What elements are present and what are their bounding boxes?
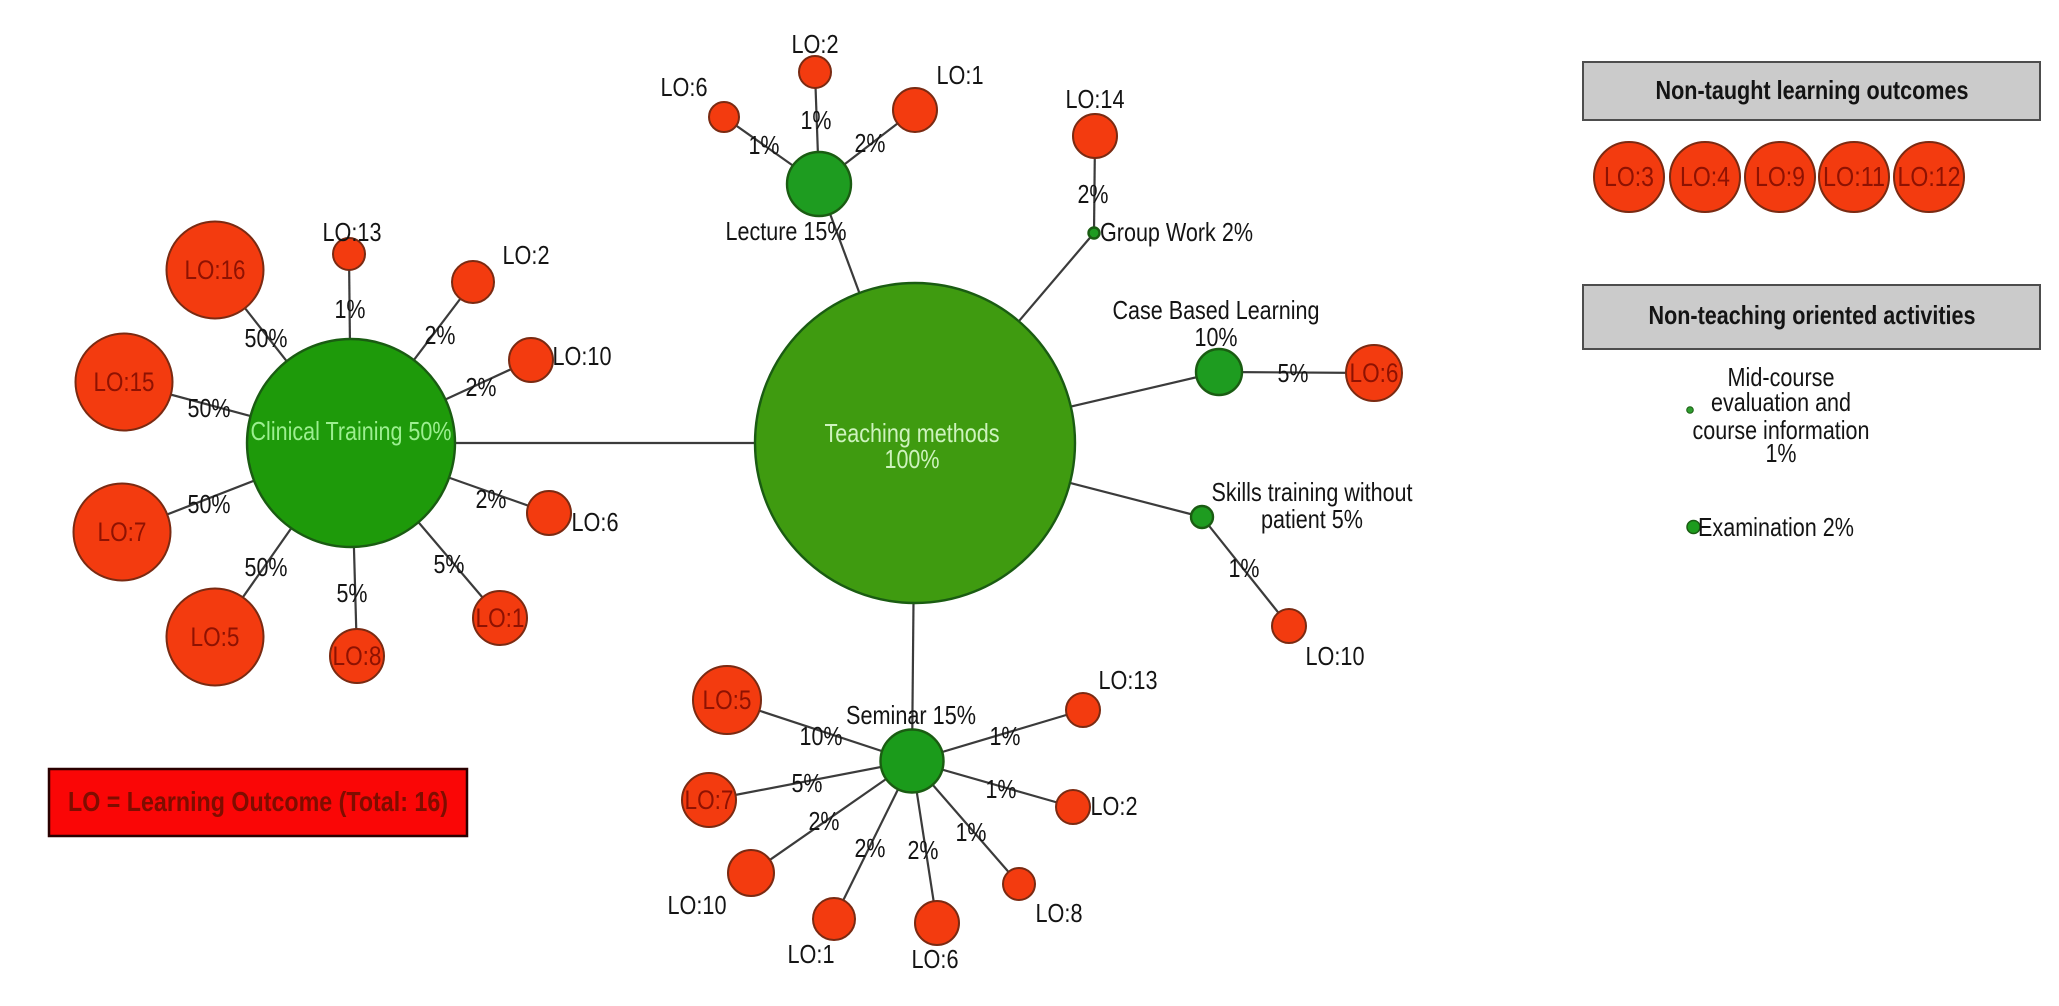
svg-text:100%: 100%: [885, 444, 940, 474]
svg-text:LO:15: LO:15: [94, 367, 155, 397]
svg-text:patient 5%: patient 5%: [1261, 504, 1363, 534]
svg-text:1%: 1%: [335, 294, 366, 324]
svg-text:LO:2: LO:2: [792, 29, 839, 59]
svg-text:1%: 1%: [1229, 553, 1260, 583]
svg-text:evaluation and: evaluation and: [1711, 387, 1851, 417]
svg-text:50%: 50%: [245, 323, 288, 353]
svg-text:Non-taught learning outcomes: Non-taught learning outcomes: [1656, 75, 1969, 105]
svg-text:LO:7: LO:7: [98, 517, 147, 547]
svg-text:2%: 2%: [855, 128, 886, 158]
svg-text:2%: 2%: [425, 320, 456, 350]
svg-text:10%: 10%: [1195, 322, 1238, 352]
svg-text:LO:5: LO:5: [703, 685, 752, 715]
svg-text:Case Based Learning: Case Based Learning: [1113, 295, 1320, 325]
svg-text:course information: course information: [1693, 415, 1870, 445]
svg-text:LO:9: LO:9: [1755, 161, 1805, 192]
svg-text:LO:13: LO:13: [1099, 665, 1158, 695]
svg-text:LO:3: LO:3: [1604, 161, 1654, 192]
svg-text:2%: 2%: [1078, 179, 1109, 209]
svg-text:50%: 50%: [245, 552, 288, 582]
svg-text:50%: 50%: [188, 489, 231, 519]
svg-text:1%: 1%: [990, 721, 1021, 751]
svg-text:LO = Learning Outcome (Total:: LO = Learning Outcome (Total: 16): [68, 786, 448, 817]
svg-text:LO:6: LO:6: [912, 944, 959, 974]
svg-text:LO:11: LO:11: [1823, 161, 1885, 192]
svg-text:Teaching methods: Teaching methods: [825, 418, 1000, 448]
svg-text:LO:5: LO:5: [191, 622, 240, 652]
svg-text:Non-teaching oriented activiti: Non-teaching oriented activities: [1649, 300, 1976, 330]
svg-text:2%: 2%: [466, 372, 497, 402]
svg-text:2%: 2%: [476, 484, 507, 514]
svg-text:LO:8: LO:8: [1036, 898, 1083, 928]
svg-text:LO:10: LO:10: [668, 890, 727, 920]
svg-text:LO:1: LO:1: [937, 60, 984, 90]
svg-text:LO:8: LO:8: [333, 641, 382, 671]
svg-text:Lecture 15%: Lecture 15%: [726, 216, 847, 246]
svg-text:50%: 50%: [188, 393, 231, 423]
svg-text:LO:6: LO:6: [1350, 358, 1399, 388]
svg-text:LO:10: LO:10: [553, 341, 612, 371]
svg-text:LO:13: LO:13: [323, 217, 382, 247]
svg-text:1%: 1%: [749, 130, 780, 160]
svg-text:Clinical Training 50%: Clinical Training 50%: [251, 416, 452, 446]
svg-text:LO:12: LO:12: [1898, 161, 1961, 192]
svg-text:LO:14: LO:14: [1066, 84, 1125, 114]
svg-text:LO:1: LO:1: [788, 939, 835, 969]
svg-text:Examination 2%: Examination 2%: [1698, 512, 1854, 542]
svg-text:2%: 2%: [908, 835, 939, 865]
svg-text:Skills training without: Skills training without: [1212, 477, 1414, 507]
svg-text:LO:6: LO:6: [572, 507, 619, 537]
svg-text:2%: 2%: [809, 806, 840, 836]
svg-text:5%: 5%: [434, 549, 465, 579]
svg-text:LO:6: LO:6: [661, 72, 708, 102]
svg-text:5%: 5%: [1278, 358, 1309, 388]
svg-text:1%: 1%: [801, 105, 832, 135]
svg-text:1%: 1%: [956, 817, 987, 847]
svg-text:5%: 5%: [337, 578, 368, 608]
svg-text:2%: 2%: [855, 833, 886, 863]
svg-text:LO:2: LO:2: [503, 240, 550, 270]
svg-text:LO:4: LO:4: [1680, 161, 1730, 192]
svg-text:Group Work 2%: Group Work 2%: [1100, 217, 1253, 247]
svg-text:LO:7: LO:7: [685, 785, 734, 815]
svg-text:5%: 5%: [792, 768, 823, 798]
svg-text:1%: 1%: [1766, 438, 1797, 468]
svg-text:Mid-course: Mid-course: [1728, 362, 1835, 392]
svg-text:LO:16: LO:16: [185, 255, 246, 285]
svg-text:1%: 1%: [986, 774, 1017, 804]
svg-text:LO:1: LO:1: [476, 603, 525, 633]
svg-text:Seminar 15%: Seminar 15%: [846, 700, 976, 730]
svg-text:LO:10: LO:10: [1306, 641, 1365, 671]
svg-text:10%: 10%: [800, 721, 843, 751]
svg-text:LO:2: LO:2: [1091, 791, 1138, 821]
